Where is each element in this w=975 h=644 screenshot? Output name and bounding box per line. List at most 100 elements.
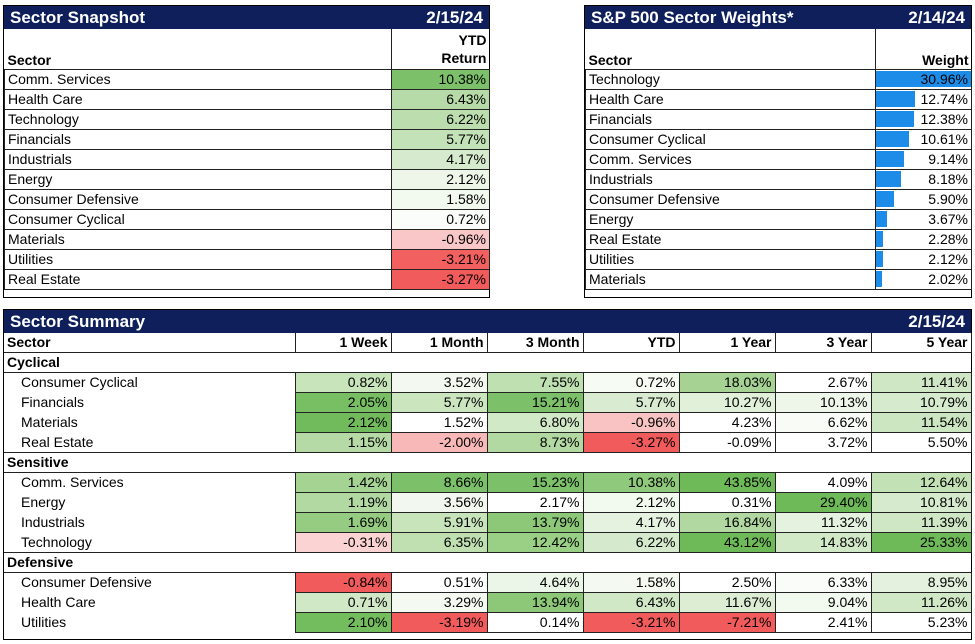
summary-value-cell: 15.21%	[486, 392, 584, 413]
weight-bar-wrap: 9.14%	[876, 150, 971, 168]
summary-col-period: 3 Month	[487, 333, 584, 353]
summary-value-cell: 29.40%	[774, 492, 872, 513]
weights-row: Real Estate 2.28%	[585, 228, 972, 250]
snapshot-titlebar: Sector Snapshot 2/15/24	[4, 6, 489, 29]
weights-sector-cell: Comm. Services	[585, 148, 876, 170]
summary-value-cell: 6.62%	[774, 412, 872, 433]
weights-value-cell: 2.02%	[875, 268, 972, 290]
summary-value-cell: 10.27%	[678, 392, 776, 413]
summary-value-cell: 0.14%	[486, 612, 584, 633]
weights-row: Financials 12.38%	[585, 108, 972, 130]
summary-value-cell: -2.00%	[390, 432, 488, 453]
weights-value-cell: 5.90%	[875, 188, 972, 210]
summary-value-cell: 10.13%	[774, 392, 872, 413]
summary-value-cell: -0.84%	[294, 572, 392, 593]
summary-value-cell: 0.51%	[390, 572, 488, 593]
snapshot-table: Sector YTD Return Comm. Services 10.38% He…	[4, 29, 490, 290]
snapshot-header-row: Sector YTD Return	[4, 29, 490, 69]
summary-value-cell: 11.54%	[870, 412, 972, 433]
summary-value-cell: 2.12%	[582, 492, 680, 513]
summary-value-cell: 1.69%	[294, 512, 392, 533]
summary-header-row: Sector 1 Week 1 Month 3 Month YTD 1 Year 3 Yea…	[4, 333, 972, 353]
summary-col-sector: Sector	[4, 333, 296, 353]
weights-sector-cell: Financials	[585, 108, 876, 130]
weights-sector-cell: Consumer Cyclical	[585, 128, 876, 150]
weights-value-cell: 9.14%	[875, 148, 972, 170]
weight-value: 5.90%	[928, 191, 968, 207]
weight-bar-wrap: 2.28%	[876, 230, 971, 248]
weights-sector-cell: Technology	[585, 68, 876, 90]
summary-table: Sector 1 Week 1 Month 3 Month YTD 1 Year 3 Yea…	[4, 333, 972, 633]
summary-value-cell: 12.42%	[486, 532, 584, 553]
snapshot-ytd-cell: 6.43%	[391, 88, 490, 110]
summary-sector-cell: Industrials	[4, 512, 296, 533]
weights-sector-cell: Materials	[585, 268, 876, 290]
snapshot-ytd-cell: 6.22%	[391, 108, 490, 130]
weights-sector-cell: Utilities	[585, 248, 876, 270]
weights-col-sector: Sector	[585, 29, 876, 69]
summary-value-cell: -0.31%	[294, 532, 392, 553]
weights-row: Materials 2.02%	[585, 268, 972, 290]
snapshot-ytd-cell: 4.17%	[391, 148, 490, 170]
snapshot-sector-cell: Financials	[4, 128, 392, 150]
snapshot-col-ytd: YTD Return	[392, 29, 490, 69]
weights-titlebar: S&P 500 Sector Weights* 2/14/24	[585, 6, 971, 29]
summary-row: Health Care 0.71% 3.29% 13.94% 6.43% 11.67% 9.…	[4, 592, 972, 613]
summary-sector-cell: Technology	[4, 532, 296, 553]
weight-value: 8.18%	[928, 171, 968, 187]
summary-value-cell: 10.79%	[870, 392, 972, 413]
weight-bar	[876, 271, 883, 287]
snapshot-sector-cell: Energy	[4, 168, 392, 190]
summary-value-cell: -7.21%	[678, 612, 776, 633]
snapshot-ytd-cell: -3.21%	[391, 248, 490, 270]
snapshot-ytd-cell: 10.38%	[391, 68, 490, 90]
weights-row: Industrials 8.18%	[585, 168, 972, 190]
summary-value-cell: 14.83%	[774, 532, 872, 553]
weight-value: 2.28%	[928, 231, 968, 247]
weights-sector-cell: Consumer Defensive	[585, 188, 876, 210]
summary-value-cell: 2.50%	[678, 572, 776, 593]
summary-rows: Cyclical Consumer Cyclical 0.82% 3.52% 7.55%…	[4, 352, 972, 633]
weight-bar-wrap: 8.18%	[876, 170, 971, 188]
summary-value-cell: -3.21%	[582, 612, 680, 633]
summary-value-cell: 2.17%	[486, 492, 584, 513]
summary-value-cell: 6.35%	[390, 532, 488, 553]
summary-value-cell: 11.32%	[774, 512, 872, 533]
weight-bar	[876, 151, 905, 167]
sector-weights-panel: S&P 500 Sector Weights* 2/14/24 Sector W…	[584, 5, 972, 298]
summary-value-cell: 5.23%	[870, 612, 972, 633]
weight-value: 2.12%	[928, 251, 968, 267]
summary-value-cell: 2.10%	[294, 612, 392, 633]
weights-value-cell: 2.12%	[875, 248, 972, 270]
snapshot-row: Energy 2.12%	[4, 168, 490, 190]
snapshot-ytd-cell: 5.77%	[391, 128, 490, 150]
weights-sector-cell: Energy	[585, 208, 876, 230]
snapshot-row: Industrials 4.17%	[4, 148, 490, 170]
snapshot-sector-cell: Consumer Defensive	[4, 188, 392, 210]
summary-row: Energy 1.19% 3.56% 2.17% 2.12% 0.31% 29.40% 10.…	[4, 492, 972, 513]
weight-bar	[876, 191, 895, 207]
snapshot-sector-cell: Industrials	[4, 148, 392, 170]
weights-value-cell: 2.28%	[875, 228, 972, 250]
summary-title: Sector Summary	[10, 311, 146, 331]
snapshot-row: Utilities -3.21%	[4, 248, 490, 270]
snapshot-sector-cell: Consumer Cyclical	[4, 208, 392, 230]
summary-value-cell: 8.95%	[870, 572, 972, 593]
sector-summary-panel: Sector Summary 2/15/24 Sector 1 Week 1 Mon…	[3, 309, 972, 640]
snapshot-sector-cell: Materials	[4, 228, 392, 250]
snapshot-sector-cell: Utilities	[4, 248, 392, 270]
snapshot-row: Technology 6.22%	[4, 108, 490, 130]
summary-row: Comm. Services 1.42% 8.66% 15.23% 10.38% 43.8…	[4, 472, 972, 493]
weight-value: 9.14%	[928, 151, 968, 167]
summary-sector-cell: Consumer Defensive	[4, 572, 296, 593]
weight-bar	[876, 211, 888, 227]
weight-bar-wrap: 30.96%	[876, 70, 971, 88]
summary-value-cell: 11.26%	[870, 592, 972, 613]
weights-header-row: Sector Weight	[585, 29, 972, 69]
weights-value-cell: 3.67%	[875, 208, 972, 230]
weights-row: Technology 30.96%	[585, 68, 972, 90]
summary-sector-cell: Real Estate	[4, 432, 296, 453]
summary-value-cell: 4.09%	[774, 472, 872, 493]
summary-value-cell: 10.81%	[870, 492, 972, 513]
snapshot-row: Consumer Defensive 1.58%	[4, 188, 490, 210]
